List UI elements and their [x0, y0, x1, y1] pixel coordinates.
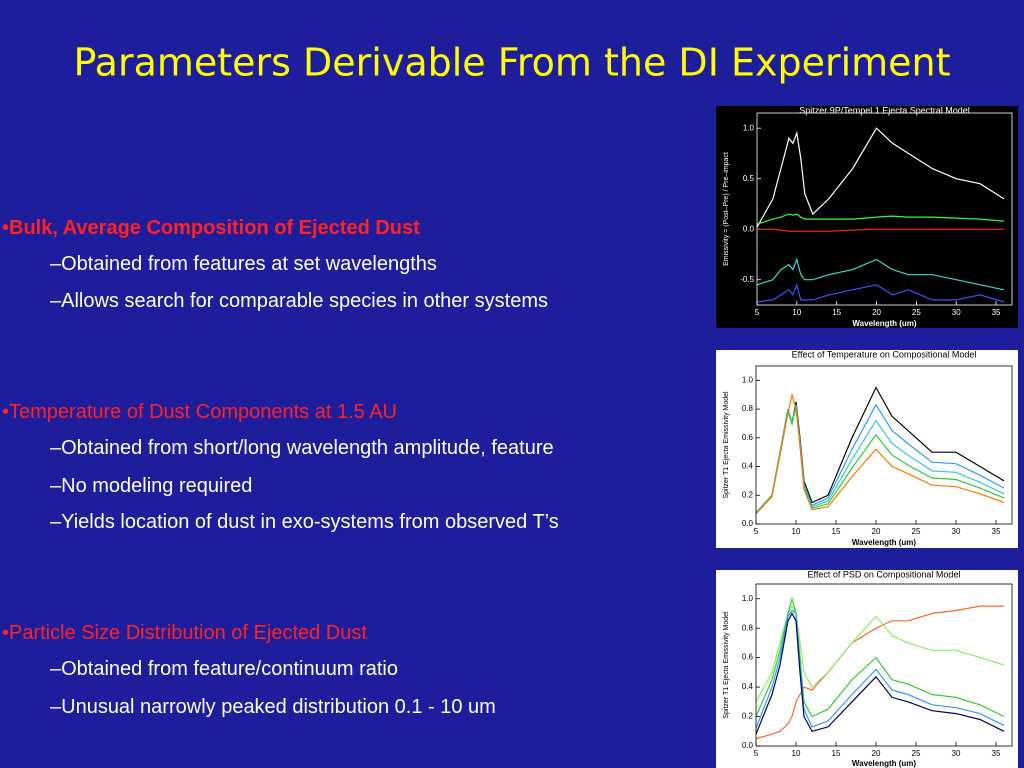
y-tick-label: 1.0	[742, 375, 754, 384]
chart-title: Effect of PSD on Compositional Model	[808, 569, 961, 579]
bullet-item: –No modeling required	[50, 475, 252, 497]
chart: Effect of Temperature on Compositional M…	[716, 349, 1018, 548]
y-tick-label: 0.4	[742, 462, 754, 471]
y-tick-label: 0.2	[742, 712, 754, 721]
chart-background	[716, 570, 1018, 768]
x-tick-label: 15	[832, 527, 841, 536]
x-tick-label: 5	[754, 527, 759, 536]
bullet-heading: •Temperature of Dust Components at 1.5 A…	[2, 401, 397, 423]
slide-title: Parameters Derivable From the DI Experim…	[73, 41, 950, 85]
bullet-heading: •Particle Size Distribution of Ejected D…	[2, 622, 367, 644]
series-line	[755, 612, 1005, 735]
x-tick-label: 20	[872, 308, 881, 317]
y-tick-label: 0.2	[742, 490, 754, 499]
chart-background	[716, 106, 1018, 328]
x-tick-label: 20	[872, 527, 881, 536]
x-tick-label: 10	[792, 749, 801, 758]
y-tick-label: 0.6	[742, 433, 754, 442]
series-line	[755, 605, 1004, 740]
y-tick-label: -0.5	[740, 275, 754, 284]
x-axis-label: Wavelength (um)	[852, 319, 916, 328]
chart: Effect of PSD on Compositional Model Wave…	[716, 569, 1018, 768]
y-tick-label: 0.0	[742, 741, 754, 750]
bullet-item: –Obtained from short/long wavelength amp…	[50, 437, 554, 459]
chart-title: Spitzer 9P/Tempel 1 Ejecta Spectral Mode…	[799, 105, 970, 115]
x-tick-label: 30	[952, 527, 961, 536]
series-line	[755, 596, 1005, 718]
series-line	[757, 228, 1004, 232]
plot-frame	[755, 365, 1013, 525]
series-line	[755, 394, 1005, 515]
bullet-item: –Obtained from features at set wavelengt…	[50, 253, 437, 275]
x-tick-label: 25	[912, 308, 921, 317]
y-axis-label: Spitzer T1 Ejecta Emissivity Model	[723, 611, 730, 719]
y-tick-label: 0.0	[742, 519, 754, 528]
x-tick-label: 35	[992, 527, 1001, 536]
x-tick-label: 30	[952, 308, 961, 317]
bullet-item: –Obtained from feature/continuum ratio	[50, 658, 398, 680]
x-tick-label: 5	[755, 308, 760, 317]
series-line	[756, 282, 1005, 303]
plot-frame	[756, 112, 1013, 306]
y-axis-label: Spitzer T1 Ejecta Emissivity Model	[723, 391, 730, 499]
x-tick-label: 20	[872, 749, 881, 758]
y-tick-label: 0.4	[742, 682, 754, 691]
chart-title: Effect of Temperature on Compositional M…	[792, 349, 977, 359]
y-tick-label: 1.0	[743, 123, 755, 132]
x-tick-label: 10	[792, 308, 801, 317]
y-tick-label: 0.5	[743, 174, 755, 183]
series-line	[755, 609, 1005, 729]
bullet-item: –Allows search for comparable species in…	[50, 290, 548, 312]
y-tick-label: 0.8	[742, 623, 754, 632]
bullet-item: –Yields location of dust in exo-systems …	[50, 511, 559, 533]
x-axis-label: Wavelength (um)	[852, 538, 916, 547]
bullet-item: –Unusual narrowly peaked distribution 0.…	[50, 696, 496, 718]
x-tick-label: 35	[992, 308, 1001, 317]
y-tick-label: 0.8	[742, 404, 754, 413]
chart: Spitzer 9P/Tempel 1 Ejecta Spectral Mode…	[716, 105, 1018, 328]
x-tick-label: 15	[832, 749, 841, 758]
x-tick-label: 30	[952, 749, 961, 758]
x-tick-label: 15	[832, 308, 841, 317]
series-line	[756, 127, 1005, 228]
x-axis-label: Wavelength (um)	[852, 759, 916, 768]
plot-frame	[755, 583, 1013, 747]
bullet-heading: •Bulk, Average Composition of Ejected Du…	[2, 217, 420, 239]
series-line	[756, 257, 1005, 291]
x-tick-label: 10	[792, 527, 801, 536]
x-tick-label: 25	[912, 527, 921, 536]
y-tick-label: 1.0	[742, 594, 754, 603]
y-tick-label: 0.6	[742, 653, 754, 662]
x-tick-label: 35	[992, 749, 1001, 758]
y-tick-label: 0.0	[743, 224, 755, 233]
y-axis-label: Emissivity = (Post–Pre) / Pre–impact	[723, 152, 730, 266]
x-tick-label: 25	[912, 749, 921, 758]
x-tick-label: 5	[754, 749, 759, 758]
chart-background	[716, 350, 1018, 548]
series-line	[756, 213, 1005, 225]
